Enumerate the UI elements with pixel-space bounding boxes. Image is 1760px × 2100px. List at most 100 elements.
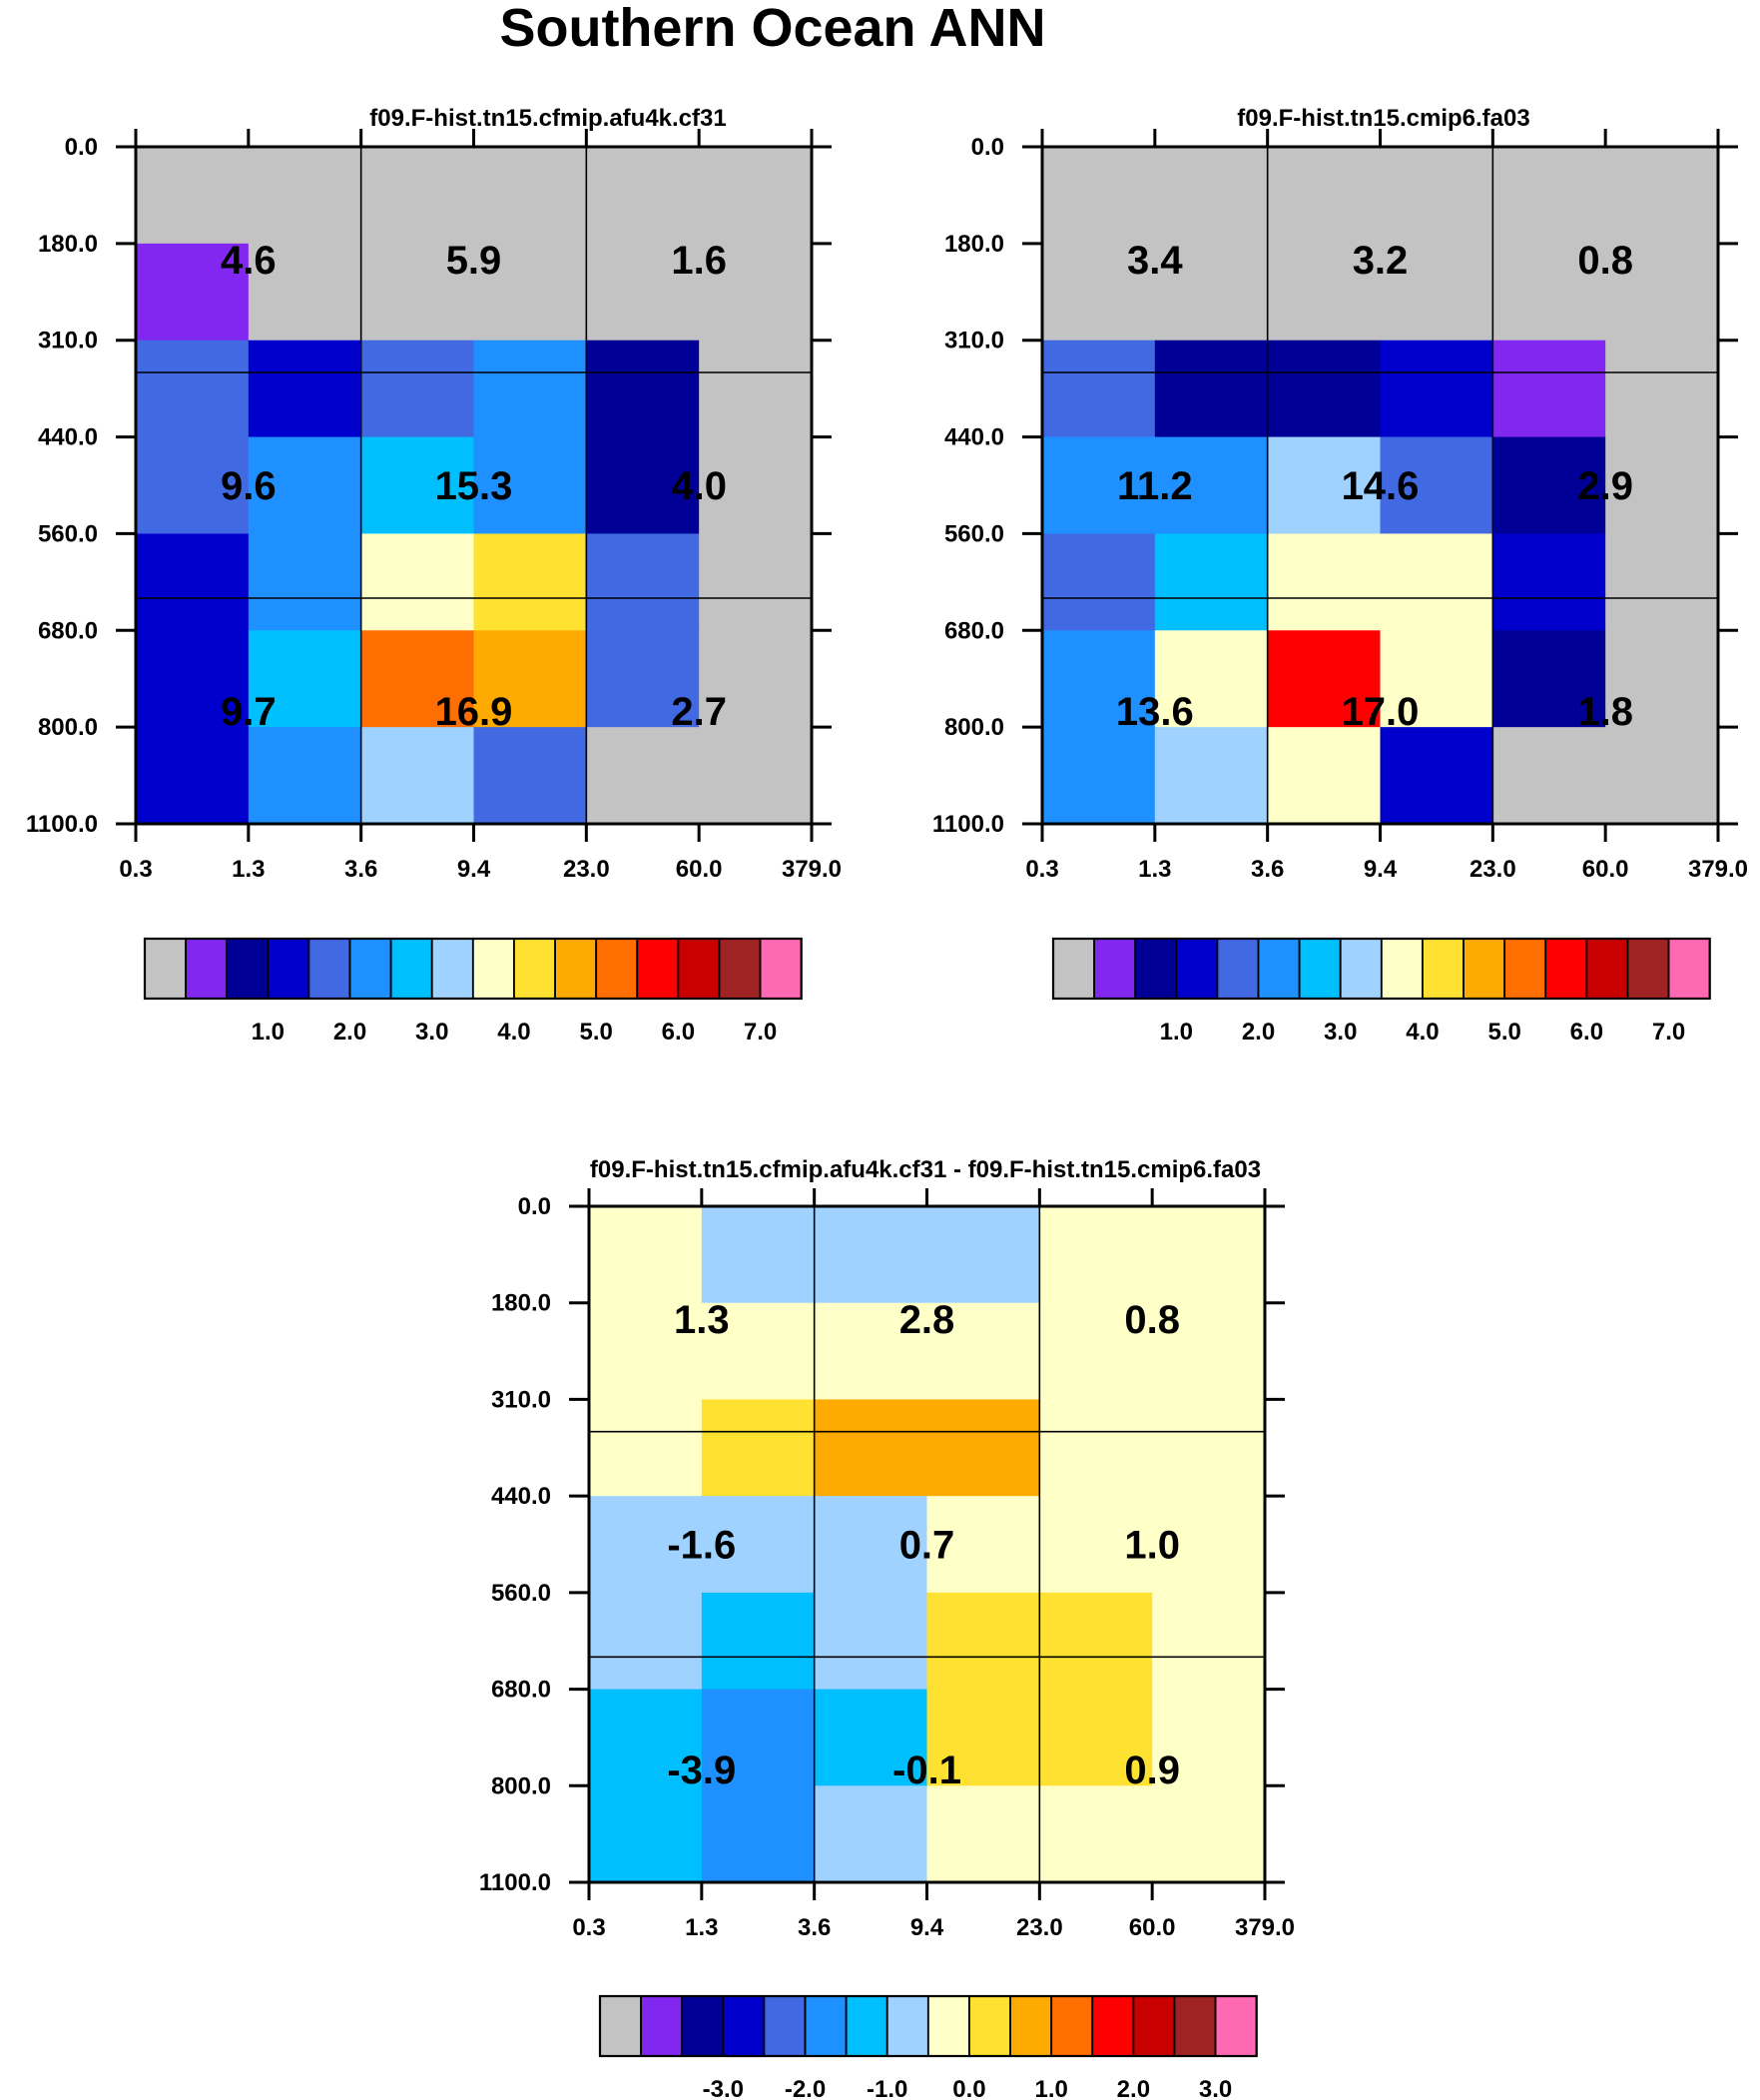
colorbar-swatch bbox=[1503, 938, 1547, 1000]
heatmap-cell bbox=[360, 727, 475, 825]
heatmap-cell bbox=[1039, 1496, 1153, 1594]
colorbar-swatch bbox=[554, 938, 598, 1000]
colorbar-swatch bbox=[1216, 938, 1260, 1000]
heatmap-cell bbox=[701, 1785, 816, 1883]
data-label: 9.6 bbox=[221, 464, 277, 508]
y-tick-label: 560.0 bbox=[944, 520, 1004, 547]
x-tick-label: 1.3 bbox=[685, 1914, 718, 1941]
x-tick-label: 9.4 bbox=[1364, 856, 1398, 883]
colorbar-swatch bbox=[1132, 1995, 1176, 2057]
data-label: 3.2 bbox=[1353, 239, 1409, 283]
colorbar: 1.0 2.0 3.0 4.0 5.0 6.0 7.0 bbox=[143, 937, 803, 1046]
y-tick-label: 440.0 bbox=[38, 424, 98, 451]
heatmap-cell bbox=[589, 1302, 703, 1401]
heatmap-cell bbox=[701, 1496, 816, 1594]
heatmap-cell bbox=[926, 1592, 1040, 1691]
x-tick-label: 23.0 bbox=[1016, 1914, 1063, 1941]
colorbar-label: 7.0 bbox=[744, 1019, 777, 1046]
data-label: 1.8 bbox=[1577, 690, 1633, 734]
heatmap-cell bbox=[1605, 533, 1719, 631]
heatmap-cell bbox=[1042, 727, 1156, 825]
x-tick-label: 9.4 bbox=[457, 856, 491, 883]
heatmap-cell bbox=[589, 1399, 703, 1497]
y-tick-label: 0.0 bbox=[518, 1193, 551, 1220]
y-tick-label: 180.0 bbox=[38, 231, 98, 258]
heatmap-cell bbox=[1380, 727, 1493, 825]
data-label: 2.8 bbox=[899, 1298, 955, 1342]
heatmap-cell bbox=[1152, 1206, 1266, 1304]
heatmap-cell bbox=[701, 1399, 816, 1497]
colorbar-label: 3.0 bbox=[1199, 2076, 1232, 2100]
colorbar-swatch bbox=[1091, 1995, 1135, 2057]
x-tick-label: 3.6 bbox=[1251, 856, 1284, 883]
data-label: 1.0 bbox=[1124, 1524, 1180, 1568]
colorbar-swatch bbox=[759, 938, 803, 1000]
data-label: 14.6 bbox=[1342, 464, 1420, 508]
heatmap-cell bbox=[1154, 243, 1269, 342]
heatmap-cell bbox=[136, 340, 250, 438]
colorbar-swatch bbox=[1380, 938, 1424, 1000]
heatmap-cell bbox=[1492, 436, 1606, 535]
heatmap-cell bbox=[699, 533, 813, 631]
colorbar-swatch bbox=[1463, 938, 1506, 1000]
heatmap-cell bbox=[248, 436, 362, 535]
data-label: 0.7 bbox=[899, 1524, 955, 1568]
data-label: 1.6 bbox=[671, 239, 727, 283]
colorbar-swatch bbox=[885, 1995, 929, 2057]
heatmap-cell bbox=[1039, 1302, 1153, 1401]
colorbar-label: 1.0 bbox=[1160, 1019, 1193, 1046]
heatmap-cell bbox=[814, 1496, 928, 1594]
heatmap-cell bbox=[701, 1302, 816, 1401]
colorbar-swatch bbox=[430, 938, 474, 1000]
x-tick-label: 3.6 bbox=[344, 856, 377, 883]
heatmap-cell bbox=[1605, 436, 1719, 535]
colorbar-label: -2.0 bbox=[785, 2076, 826, 2100]
y-tick-label: 1100.0 bbox=[479, 1869, 551, 1896]
y-tick-label: 440.0 bbox=[944, 424, 1004, 451]
heatmap-cell bbox=[473, 727, 587, 825]
colorbar-label: 2.0 bbox=[333, 1019, 366, 1046]
colorbar-label: 4.0 bbox=[497, 1019, 530, 1046]
heatmap-cell bbox=[589, 1592, 703, 1691]
y-tick-label: 680.0 bbox=[38, 617, 98, 644]
colorbar-swatch bbox=[307, 938, 351, 1000]
data-label: 4.0 bbox=[671, 464, 727, 508]
colorbar-swatch bbox=[681, 1995, 725, 2057]
heatmap-cell bbox=[699, 727, 813, 825]
heatmap-cell bbox=[1042, 533, 1156, 631]
data-label: 2.9 bbox=[1577, 464, 1633, 508]
heatmap-cell bbox=[1042, 147, 1156, 245]
colorbar-label: 5.0 bbox=[1487, 1019, 1520, 1046]
heatmap-cell bbox=[360, 533, 475, 631]
x-tick-label: 23.0 bbox=[1469, 856, 1516, 883]
data-label: 4.6 bbox=[221, 239, 277, 283]
colorbar-swatch bbox=[718, 938, 762, 1000]
heatmap-cell bbox=[1492, 340, 1606, 438]
data-label: 9.7 bbox=[221, 690, 277, 734]
colorbar-swatch bbox=[595, 938, 639, 1000]
colorbar-label: 0.0 bbox=[952, 2076, 985, 2100]
colorbar-label: 6.0 bbox=[662, 1019, 695, 1046]
heatmap-cell bbox=[248, 533, 362, 631]
x-tick-label: 379.0 bbox=[782, 856, 842, 883]
y-tick-label: 680.0 bbox=[944, 617, 1004, 644]
heatmap-cell bbox=[360, 340, 475, 438]
heatmap-cell bbox=[1492, 243, 1606, 342]
colorbar-swatch bbox=[926, 1995, 970, 2057]
colorbar-swatch bbox=[1626, 938, 1670, 1000]
heatmap-cell bbox=[699, 243, 813, 342]
y-tick-label: 1100.0 bbox=[26, 811, 98, 838]
colorbar-swatch bbox=[267, 938, 310, 1000]
heatmap-cell bbox=[926, 1689, 1040, 1786]
heatmap-cell bbox=[248, 340, 362, 438]
x-tick-label: 1.3 bbox=[1138, 856, 1171, 883]
data-label: 0.9 bbox=[1124, 1749, 1180, 1792]
y-tick-label: 0.0 bbox=[65, 134, 98, 161]
heatmap-cell bbox=[1042, 340, 1156, 438]
y-tick-label: 560.0 bbox=[491, 1580, 551, 1607]
data-label: 17.0 bbox=[1342, 690, 1420, 734]
heatmap-cell bbox=[1380, 147, 1493, 245]
colorbar-swatch bbox=[513, 938, 556, 1000]
heatmap-cell bbox=[1154, 147, 1269, 245]
y-tick-label: 1100.0 bbox=[932, 811, 1004, 838]
